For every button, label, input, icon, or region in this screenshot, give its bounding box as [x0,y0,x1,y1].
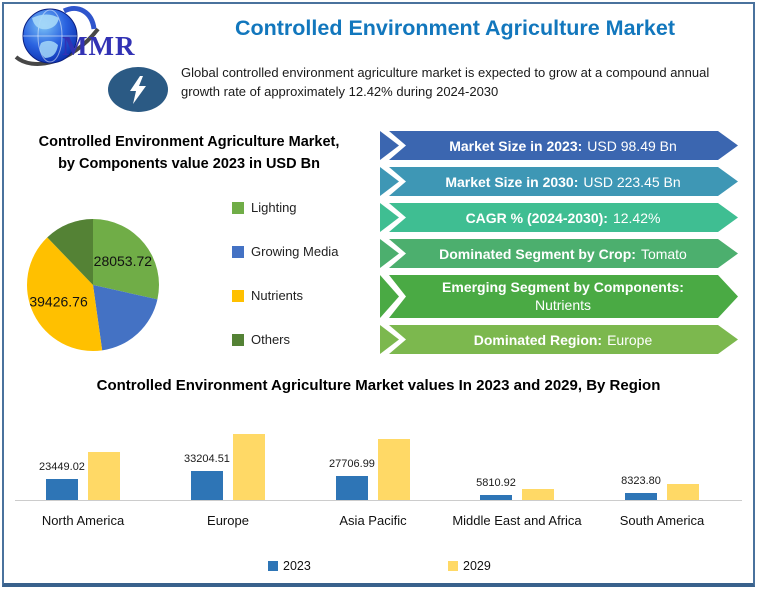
legend-label: 2029 [463,559,491,573]
pie-legend: Lighting Growing Media Nutrients Others [232,200,338,376]
pie-slice-lighting [93,219,160,300]
market-summary-text: Global controlled environment agricultur… [181,65,710,99]
bar-2023-europe [191,470,223,500]
bar-legend: 2023 2029 [15,559,742,579]
lighting-swatch-icon [232,201,244,214]
region-label-middle-east-and-africa: Middle East and Africa [452,513,582,528]
banner-label: Emerging Segment by Components: [442,279,684,295]
bar-2023-south-america [625,492,657,500]
banner-label: Market Size in 2023: [449,137,583,154]
banner-value: Europe [607,331,653,348]
legend-item-others: Others [232,332,338,347]
legend-label: Lighting [251,200,297,215]
region-label-europe: Europe [207,513,249,528]
banner-market-size-2030: Market Size in 2030: USD 223.45 Bn [380,167,738,196]
bar-2029-south-america [667,484,699,500]
pie-slice-growing-media [93,285,158,351]
bar-value-label: 8323.80 [621,474,661,487]
banner-dominated-region: Dominated Region: Europe [380,325,738,354]
legend-item-2029: 2029 [448,559,491,573]
x-axis-line [15,500,742,501]
legend-item-2023: 2023 [268,559,311,573]
banner-dominated-crop: Dominated Segment by Crop: Tomato [380,239,738,268]
logo-wordmark: MMR [62,31,136,61]
legend-label: Others [251,332,291,347]
bar-plot: 23449.02 33204.51 27706.99 5810.92 8323.80 [15,399,742,501]
legend-label: 2023 [283,559,311,573]
bar-2023-north-america [46,479,78,500]
bar-value-label: 33204.51 [184,452,230,465]
banner-value: Nutrients [534,296,592,313]
bar-2029-europe [233,434,265,500]
bar-value-label: 27706.99 [329,457,375,470]
key-facts-banners: Market Size in 2023: USD 98.49 Bn Market… [380,131,738,361]
pie-chart: 28053.72 39426.76 [26,219,160,351]
pie-slice-others [47,219,93,285]
banner-value: USD 223.45 Bn [583,173,681,190]
bar-2029-middle-east-and-africa [522,489,554,500]
pie-chart-title: Controlled Environment Agriculture Marke… [38,134,340,172]
lightning-badge [108,67,168,112]
legend-item-growing-media: Growing Media [232,244,338,259]
growing-media-swatch-icon [232,245,244,258]
banner-label: Dominated Segment by Crop: [439,245,636,262]
region-label-asia-pacific: Asia Pacific [339,513,407,528]
banner-value: USD 98.49 Bn [587,137,677,154]
legend-label: Growing Media [251,244,339,259]
banner-emerging-component: Emerging Segment by Components: Nutrient… [380,275,738,318]
series-2029-swatch-icon [448,561,458,571]
page-title: Controlled Environment Agriculture Marke… [234,16,675,40]
banner-market-size-2023: Market Size in 2023: USD 98.49 Bn [380,131,738,160]
banner-value: 12.42% [612,209,661,226]
banner-label: Market Size in 2030: [445,173,579,190]
globe-icon [14,5,100,66]
nutrients-swatch-icon [232,289,244,302]
legend-label: Nutrients [251,288,304,303]
bar-2023-middle-east-and-africa [480,494,512,500]
legend-item-nutrients: Nutrients [232,288,338,303]
region-label-south-america: South America [619,513,705,528]
legend-item-lighting: Lighting [232,200,338,215]
banner-value: Tomato [640,245,687,262]
banner-cagr: CAGR % (2024-2030): 12.42% [380,203,738,232]
others-swatch-icon [232,333,244,346]
pie-value-label: 28053.72 [94,253,153,269]
bar-2029-north-america [88,452,120,500]
series-2023-swatch-icon [268,561,278,571]
mmr-logo: MMR [10,5,170,69]
x-axis-labels: North America Europe Asia Pacific Middle Ea… [15,509,742,535]
bar-2029-asia-pacific [378,439,410,500]
banner-label: Dominated Region: [473,331,603,348]
bar-value-label: 5810.92 [476,476,516,489]
pie-value-label: 39426.76 [29,294,88,310]
bar-2023-asia-pacific [336,475,368,500]
region-label-north-america: North America [41,513,125,528]
bar-chart-title: Controlled Environment Agriculture Marke… [96,377,661,394]
banner-label: CAGR % (2024-2030): [465,209,608,226]
lightning-bolt-icon [130,75,146,104]
bar-value-label: 23449.02 [39,461,85,474]
pie-slice-nutrients [26,237,103,351]
regional-bar-chart: Controlled Environment Agriculture Marke… [15,372,742,579]
